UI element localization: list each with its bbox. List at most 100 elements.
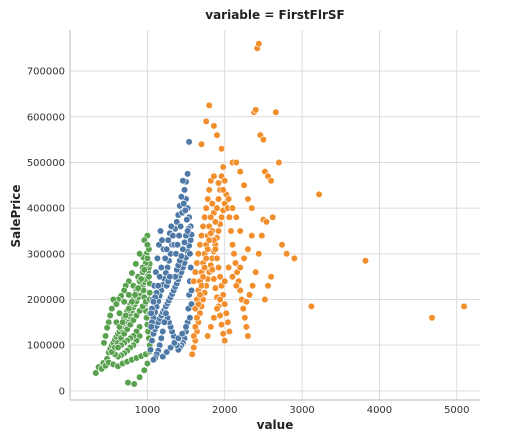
- data-point: [100, 339, 108, 347]
- data-point: [264, 282, 272, 290]
- data-point: [213, 131, 221, 139]
- data-point: [201, 213, 209, 221]
- data-point: [290, 254, 298, 262]
- y-tick-label: 600000: [27, 112, 65, 123]
- data-point: [240, 254, 248, 262]
- data-point: [249, 282, 257, 290]
- data-point: [177, 193, 185, 201]
- data-point: [205, 236, 213, 244]
- data-point: [101, 332, 110, 340]
- data-point: [202, 204, 210, 212]
- data-point: [132, 260, 140, 268]
- data-point: [190, 332, 198, 340]
- data-point: [208, 200, 216, 208]
- data-point: [283, 250, 291, 258]
- data-point: [177, 252, 185, 260]
- data-point: [255, 40, 263, 48]
- data-point: [252, 268, 260, 276]
- data-point: [163, 348, 171, 356]
- y-tick-label: 400000: [27, 204, 65, 215]
- data-point: [248, 232, 256, 240]
- data-point: [231, 259, 240, 267]
- data-point: [191, 268, 199, 276]
- x-tick-label: 4000: [367, 405, 392, 416]
- data-point: [161, 254, 169, 262]
- data-point: [178, 330, 186, 338]
- data-point: [92, 369, 100, 377]
- x-tick-label: 5000: [444, 405, 469, 416]
- data-point: [122, 311, 130, 320]
- data-point: [221, 337, 229, 345]
- x-tick-label: 2000: [212, 405, 237, 416]
- data-point: [180, 186, 189, 194]
- data-point: [236, 286, 244, 295]
- data-point: [236, 263, 244, 272]
- data-point: [204, 245, 212, 253]
- data-point: [204, 195, 212, 203]
- data-point: [196, 291, 204, 299]
- data-point: [211, 284, 219, 292]
- data-point: [167, 343, 175, 352]
- y-axis-ticks: 0 100000 200000 300000 400000 500000 600000 700…: [27, 67, 65, 398]
- data-point: [216, 311, 224, 320]
- series-3: [188, 40, 468, 358]
- data-point: [143, 241, 151, 249]
- data-point: [236, 168, 244, 176]
- y-tick-label: 700000: [27, 67, 65, 78]
- data-point: [114, 343, 122, 352]
- data-point: [179, 245, 187, 253]
- data-point: [199, 222, 207, 230]
- data-point: [145, 273, 153, 281]
- data-point: [262, 218, 271, 226]
- data-point: [149, 298, 158, 306]
- chart-title: variable = FirstFlrSF: [205, 8, 344, 22]
- axis-spines: [69, 30, 480, 401]
- data-point: [205, 186, 213, 194]
- data-point: [108, 305, 116, 313]
- data-point: [152, 268, 160, 276]
- data-point: [221, 177, 229, 185]
- data-point: [147, 323, 155, 331]
- data-point: [163, 245, 171, 253]
- data-point: [194, 300, 202, 308]
- data-point: [232, 282, 240, 290]
- data-point: [207, 323, 215, 331]
- data-point: [140, 366, 148, 374]
- data-point: [202, 254, 210, 262]
- data-point: [120, 298, 128, 306]
- data-point: [154, 282, 162, 290]
- data-point: [157, 334, 165, 342]
- data-point: [159, 327, 167, 336]
- data-point: [193, 314, 201, 322]
- data-point: [181, 206, 189, 214]
- data-point: [149, 356, 158, 364]
- y-tick-label: 100000: [27, 341, 65, 352]
- data-point: [179, 177, 187, 185]
- data-point: [218, 213, 226, 221]
- data-point: [278, 241, 286, 249]
- data-points: [92, 40, 468, 388]
- data-point: [106, 311, 114, 320]
- data-point: [258, 232, 266, 240]
- data-point: [232, 213, 240, 221]
- data-point: [128, 298, 136, 306]
- data-point: [137, 275, 145, 283]
- data-point: [261, 295, 269, 304]
- data-point: [241, 314, 249, 322]
- data-point: [315, 190, 323, 198]
- data-point: [130, 380, 138, 388]
- data-point: [214, 195, 223, 203]
- data-point: [164, 236, 172, 244]
- data-point: [219, 186, 227, 194]
- data-point: [213, 204, 221, 212]
- data-point: [169, 232, 177, 240]
- grid: [70, 30, 480, 400]
- series-2: [146, 138, 196, 364]
- data-point: [236, 227, 244, 235]
- data-point: [199, 273, 207, 281]
- data-point: [213, 305, 221, 313]
- data-point: [115, 309, 124, 317]
- x-axis-ticks: 1000 2000 3000 4000 5000: [135, 405, 470, 416]
- data-point: [202, 117, 210, 125]
- data-point: [197, 232, 206, 240]
